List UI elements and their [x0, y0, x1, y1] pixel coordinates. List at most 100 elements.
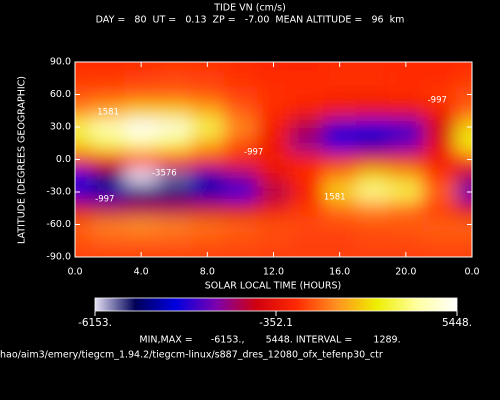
field-cell	[356, 167, 390, 185]
y-axis-label: LATITUDE (DEGREES GEOGRAPHIC)	[17, 76, 28, 244]
field-cell	[91, 70, 126, 87]
footer: MIN,MAX = -6153., 5448. INTERVAL = 1289.	[139, 335, 400, 346]
field-cell	[290, 135, 324, 152]
field-cell	[75, 200, 93, 217]
field-cell	[91, 248, 126, 257]
field-cell	[455, 102, 472, 120]
field-cell	[223, 62, 258, 71]
field-cell	[75, 118, 93, 136]
field-cell	[75, 62, 93, 71]
field-cell	[422, 102, 456, 120]
field-cell	[356, 86, 390, 104]
field-cell	[91, 200, 126, 217]
field-cell	[75, 151, 93, 169]
field-cell	[157, 86, 192, 104]
field-cell	[389, 86, 423, 104]
field-cell	[389, 167, 423, 185]
field-cell	[190, 216, 225, 234]
field-cell	[323, 86, 357, 104]
field-cell	[290, 216, 324, 234]
field-cell	[157, 102, 192, 120]
field-cell	[190, 70, 225, 87]
field-cell	[422, 151, 456, 169]
field-cell	[323, 151, 357, 169]
field-cell	[290, 232, 324, 250]
field-cell	[75, 216, 93, 234]
field-cell	[256, 200, 291, 217]
field-cell	[455, 183, 472, 201]
field-cell	[455, 62, 472, 71]
field-cell	[91, 183, 126, 201]
field-cell	[290, 86, 324, 104]
field-cell	[356, 183, 390, 201]
field-cell	[256, 183, 291, 201]
y-tick-label: 30.0	[50, 122, 71, 133]
x-tick-label: 8.0	[200, 267, 215, 278]
field-cell	[422, 86, 456, 104]
field-cell	[323, 216, 357, 234]
field-cell	[323, 167, 357, 185]
contour-label: 1581	[97, 107, 119, 117]
field-cell	[256, 135, 291, 152]
field-cell	[290, 183, 324, 201]
field-cell	[455, 118, 472, 136]
field-cell	[389, 232, 423, 250]
colorbar-tick-label: -352.1	[259, 317, 293, 329]
field-cell	[91, 232, 126, 250]
field-cell	[389, 135, 423, 152]
field-cell	[157, 232, 192, 250]
field-cell	[455, 151, 472, 169]
chart-subtitle: DAY = 80 UT = 0.13 ZP = -7.00 MEAN ALTIT…	[96, 15, 405, 26]
field-cell	[455, 70, 472, 87]
field-cell	[389, 151, 423, 169]
field-cell	[91, 118, 126, 136]
x-tick-label: 0.0	[67, 267, 82, 278]
field-cell	[256, 151, 291, 169]
field-cell	[124, 135, 159, 152]
field-cell	[290, 102, 324, 120]
y-tick-label: 90.0	[50, 57, 71, 68]
field-cell	[190, 102, 225, 120]
field-cell	[124, 167, 159, 185]
field-cell	[91, 167, 126, 185]
field-cell	[124, 200, 159, 217]
field-cell	[422, 248, 456, 257]
x-tick-label: 12.0	[263, 267, 284, 278]
field-cell	[356, 62, 390, 71]
colorbar-tick-label: -6153.	[78, 317, 112, 329]
field-cell	[356, 118, 390, 136]
field-cell	[356, 248, 390, 257]
y-tick-label: -60.0	[46, 219, 71, 230]
field-cell	[223, 151, 258, 169]
field-cell	[290, 70, 324, 87]
field-cell	[256, 167, 291, 185]
field-cell	[389, 118, 423, 136]
field-cell	[323, 200, 357, 217]
field-cell	[75, 70, 93, 87]
field-cell	[422, 232, 456, 250]
field-cell	[157, 70, 192, 87]
field-cell	[75, 86, 93, 104]
field-cell	[124, 216, 159, 234]
contour-label: -3576	[152, 169, 177, 179]
field-cell	[422, 183, 456, 201]
contour-label: 1581	[324, 192, 346, 202]
chart-title: TIDE VN (cm/s)	[213, 3, 286, 14]
field-cell	[389, 102, 423, 120]
field-cell	[422, 135, 456, 152]
x-tick-label: 20.0	[395, 267, 416, 278]
field-cell	[124, 118, 159, 136]
field-cell	[323, 232, 357, 250]
field-cell	[124, 102, 159, 120]
field-cell	[356, 102, 390, 120]
field-cell	[157, 118, 192, 136]
field-cell	[91, 102, 126, 120]
field-cell	[223, 183, 258, 201]
field-cell	[422, 167, 456, 185]
field-cell	[256, 232, 291, 250]
field-cell	[256, 70, 291, 87]
field-cell	[455, 167, 472, 185]
field-cell	[223, 200, 258, 217]
field-cell	[356, 70, 390, 87]
